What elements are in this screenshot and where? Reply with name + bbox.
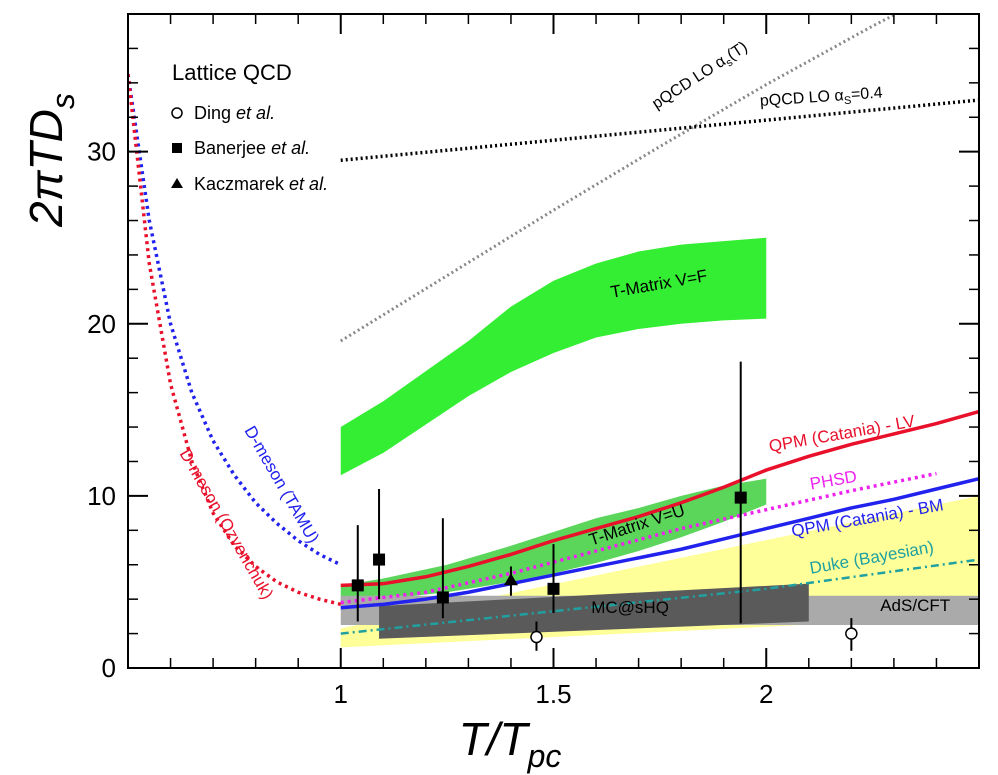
series-line-qpm-catania-lv [340,409,979,588]
pqcd-label-0: pQCD LO αs(T) [649,39,752,116]
legend-marker-square [172,143,182,153]
band-label-ads-cft: AdS/CFT [880,596,950,615]
legend-entry-ding: Ding et al. [194,103,275,123]
legend: Lattice QCD Ding et al. Banerjee et al. … [171,60,328,194]
data-point-banerjee-4 [734,491,747,504]
data-point-banerjee-3 [547,582,560,595]
legend-entry-kaczmarek: Kaczmarek et al. [194,174,328,194]
y-tick-label-20: 20 [87,309,116,339]
band-mc-shq [379,583,809,639]
series-label-phsd: PHSD [808,467,858,494]
y-tick-label-0: 0 [102,653,116,683]
x-axis-label: T/Tpc [459,713,562,774]
series-line-d-meson-ozvenchuk [128,74,342,607]
data-point-ding-6 [530,630,543,644]
series-label-qpm-catania-lv: QPM (Catania) - LV [767,411,917,456]
legend-marker-open-circle [171,107,183,119]
band-t-matrix-v-f [340,237,767,476]
x-tick-label-2: 2 [759,679,773,709]
series-line-duke-bayesian [340,558,979,635]
data-point-banerjee-0 [351,579,364,592]
y-tick-label-30: 30 [87,137,116,167]
series-line-pqcd-lo-s-0-4 [340,98,979,163]
y-axis-label: 2πTDs [20,93,81,228]
data-point-banerjee-1 [373,553,386,566]
x-tick-label-1-5: 1.5 [535,679,571,709]
series-line-d-meson-tamu [128,73,342,567]
data-point-kaczmarek-5 [503,573,518,586]
y-tick-label-10: 10 [87,481,116,511]
lines-layer [128,14,979,635]
bands-layer [340,237,979,648]
data-point-ding-7 [845,627,858,640]
x-tick-label-1: 1 [334,679,348,709]
pqcd-label-1: pQCD LO αS=0.4 [759,85,883,114]
legend-title: Lattice QCD [172,60,292,85]
data-points-layer [351,361,858,651]
band-label-mc-shq: MC@sHQ [591,598,669,617]
series-line-phsd [340,471,937,605]
data-point-banerjee-2 [436,591,449,604]
legend-entry-banerjee: Banerjee et al. [194,138,310,158]
series-label-d-meson-tamu: D-meson (TAMU) [240,423,322,547]
legend-marker-triangle [171,178,183,188]
